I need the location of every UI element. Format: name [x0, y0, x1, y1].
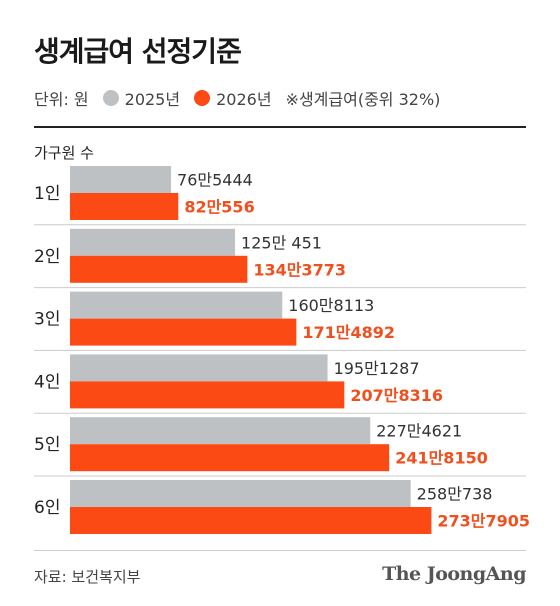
data-label-2026: 207만8316: [350, 386, 443, 405]
bar-2026: [70, 444, 390, 472]
bar-2025: [70, 291, 283, 319]
category-label: 4인: [34, 372, 60, 392]
category-label: 2인: [34, 247, 60, 267]
data-label-2025: 160만8113: [288, 296, 374, 315]
category-label: 6인: [34, 498, 60, 518]
data-label-2025: 125만 451: [241, 233, 322, 252]
category-axis-header: 가구원 수: [34, 144, 94, 162]
source-note: 자료: 보건복지부: [34, 568, 141, 586]
data-label-2026: 82만556: [184, 198, 254, 217]
legend-item-2025: 2025년: [102, 86, 181, 110]
legend-label-2026: 2026년: [216, 90, 272, 109]
bar-2025: [70, 354, 328, 382]
category-label: 5인: [34, 435, 60, 455]
legend-item-2026: 2026년: [194, 86, 272, 110]
bar-2025: [70, 228, 236, 256]
legend: 단위: 원 2025년 2026년 ※생계급여(중위 32%): [34, 86, 454, 110]
category-label: 3인: [34, 310, 60, 330]
legend-swatch-2026: [194, 90, 211, 106]
bar-2026: [70, 381, 345, 409]
legend-note: ※생계급여(중위 32%): [285, 90, 441, 109]
data-label-2026: 273만7905: [437, 512, 530, 531]
data-label-2026: 134만3773: [253, 260, 346, 279]
category-label: 1인: [34, 184, 60, 204]
data-label-2026: 241만8150: [395, 449, 488, 468]
bar-2026: [70, 507, 432, 534]
bar-2026: [70, 255, 248, 283]
data-label-2026: 171만4892: [302, 323, 395, 342]
legend-swatch-2025: [102, 90, 119, 106]
bar-2026: [70, 318, 297, 346]
legend-label-2025: 2025년: [124, 90, 181, 109]
brand-logo: The JoongAng: [382, 563, 526, 585]
data-label-2025: 227만4621: [376, 422, 462, 441]
bar-2025: [70, 417, 371, 445]
unit-label: 단위: 원: [34, 90, 89, 109]
page-title: 생계급여 선정기준: [34, 35, 242, 68]
data-label-2025: 76만5444: [177, 171, 253, 190]
bar-2025: [70, 480, 411, 507]
top-rule: [34, 126, 526, 128]
bottom-rule: [34, 550, 526, 551]
bar-2026: [70, 193, 179, 220]
data-label-2025: 258만738: [417, 485, 493, 504]
bar-2025: [70, 166, 172, 193]
data-label-2025: 195만1287: [334, 359, 420, 378]
